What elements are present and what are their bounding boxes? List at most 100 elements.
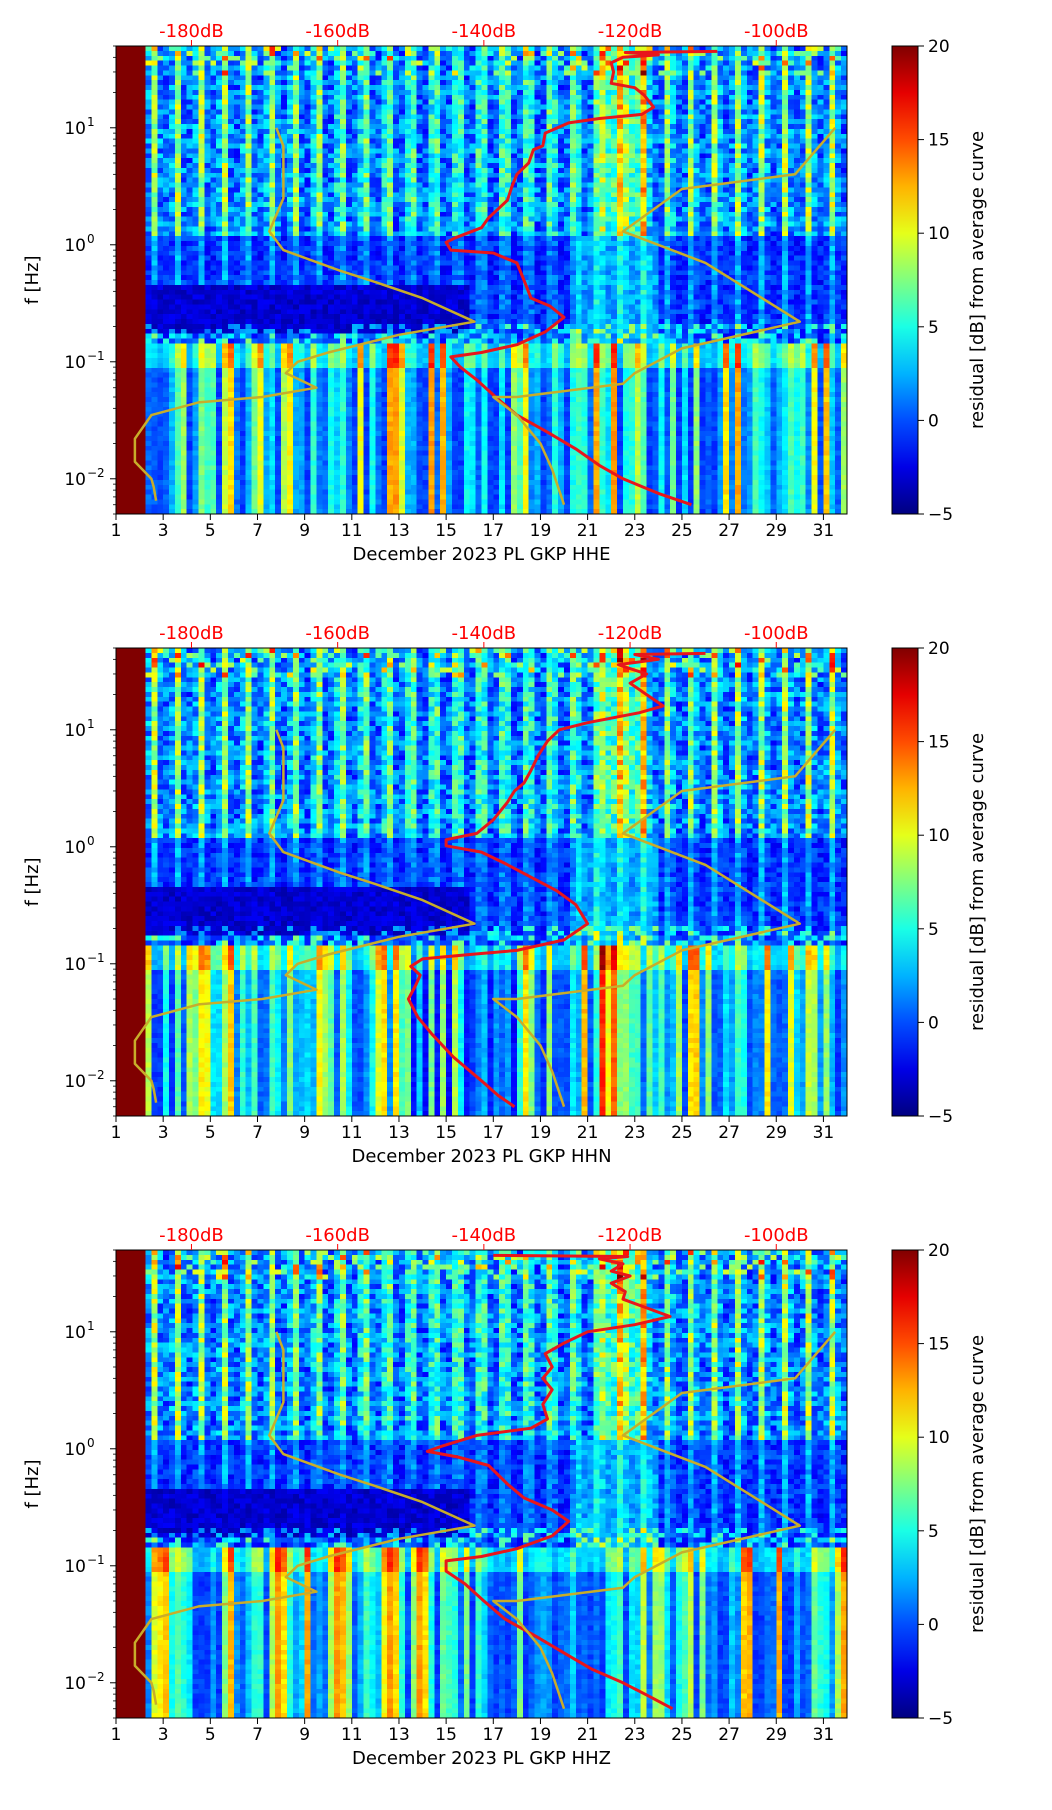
x-tick-label: 31 — [813, 1725, 835, 1745]
x-tick-label: 23 — [624, 1123, 646, 1143]
y-tick-exponent: −2 — [87, 1068, 105, 1082]
x-tick-label: 25 — [671, 1123, 693, 1143]
top-tick-label: -120dB — [598, 1225, 663, 1246]
colorbar-tick-label: 0 — [928, 1615, 939, 1635]
curve-group — [133, 1253, 837, 1711]
colorbar-tick-label: 10 — [928, 224, 950, 244]
x-tick-label: 21 — [577, 1123, 599, 1143]
x-axis-label: December 2023 PL GKP HHE — [353, 544, 611, 565]
top-tick-label: -120dB — [598, 623, 663, 644]
x-tick-label: 25 — [671, 521, 693, 541]
y-tick-label: 10 — [64, 236, 86, 256]
top-tick-label: -160dB — [305, 1225, 370, 1246]
top-tick-label: -160dB — [305, 623, 370, 644]
spectrogram-heatmap — [116, 648, 847, 1116]
x-tick-label: 29 — [765, 1123, 787, 1143]
x-tick-label: 13 — [388, 1725, 410, 1745]
curve-average-psd — [406, 651, 706, 1108]
y-tick-exponent: 0 — [87, 834, 95, 848]
curve-high-noise-model — [492, 126, 837, 506]
y-tick-label: 10 — [64, 1440, 86, 1460]
curve-low-noise-model — [133, 1331, 476, 1705]
colorbar-tick-label: 5 — [928, 920, 939, 940]
x-tick-label: 1 — [111, 1123, 122, 1143]
y-tick-label: 10 — [64, 721, 86, 741]
x-tick-label: 5 — [205, 1123, 216, 1143]
top-tick-label: -140dB — [452, 21, 517, 42]
y-tick-label: 10 — [64, 1557, 86, 1577]
x-tick-label: 1 — [111, 521, 122, 541]
x-tick-label: 11 — [341, 1725, 363, 1745]
x-tick-label: 29 — [765, 1725, 787, 1745]
curve-low-noise-model — [133, 729, 476, 1103]
x-tick-label: 9 — [299, 1123, 310, 1143]
x-tick-label: 15 — [435, 1123, 457, 1143]
x-axis-label: December 2023 PL GKP HHN — [351, 1146, 611, 1167]
colorbar-tick-label: 15 — [928, 733, 950, 753]
y-tick-label: 10 — [64, 838, 86, 858]
y-tick-label: 10 — [64, 119, 86, 139]
y-tick-exponent: −2 — [87, 466, 105, 480]
y-tick-exponent: 1 — [87, 717, 95, 731]
colorbar-label: residual [dB] from average curve — [967, 1335, 988, 1633]
x-tick-label: 17 — [482, 1123, 504, 1143]
top-tick-label: -140dB — [452, 623, 517, 644]
top-tick-label: -140dB — [452, 1225, 517, 1246]
x-tick-label: 11 — [341, 521, 363, 541]
x-tick-label: 15 — [435, 521, 457, 541]
x-tick-label: 11 — [341, 1123, 363, 1143]
top-tick-label: -160dB — [305, 21, 370, 42]
top-tick-label: -100dB — [744, 623, 809, 644]
x-tick-label: 27 — [718, 521, 740, 541]
x-tick-label: 17 — [482, 1725, 504, 1745]
x-tick-label: 29 — [765, 521, 787, 541]
colorbar-tick-label: 10 — [928, 1428, 950, 1448]
colorbar-label: residual [dB] from average curve — [967, 131, 988, 429]
colorbar-tick-label: −5 — [928, 1709, 953, 1729]
colorbar-tick-label: 15 — [928, 1335, 950, 1355]
x-tick-label: 31 — [813, 1123, 835, 1143]
y-tick-exponent: −2 — [87, 1670, 105, 1684]
y-tick-exponent: 0 — [87, 232, 95, 246]
y-tick-label: 10 — [64, 1072, 86, 1092]
colorbar-tick-label: −5 — [928, 1107, 953, 1127]
colorbar-tick-label: 0 — [928, 411, 939, 431]
colorbar — [891, 1249, 919, 1719]
x-tick-label: 7 — [252, 521, 263, 541]
curve-group — [133, 651, 837, 1108]
colorbar-tick-label: 20 — [928, 37, 950, 57]
x-tick-label: 19 — [530, 521, 552, 541]
curve-average-psd — [444, 49, 718, 507]
colorbar-tick-label: 20 — [928, 1241, 950, 1261]
y-tick-exponent: −1 — [87, 951, 105, 965]
top-tick-label: -180dB — [159, 21, 224, 42]
x-tick-label: 19 — [530, 1123, 552, 1143]
x-tick-label: 17 — [482, 521, 504, 541]
colorbar-tick-label: 10 — [928, 826, 950, 846]
x-tick-label: 5 — [205, 521, 216, 541]
curve-high-noise-model — [492, 728, 837, 1108]
x-tick-label: 13 — [388, 521, 410, 541]
x-tick-label: 23 — [624, 1725, 646, 1745]
colorbar-label: residual [dB] from average curve — [967, 733, 988, 1031]
x-tick-label: 9 — [299, 1725, 310, 1745]
x-tick-label: 7 — [252, 1123, 263, 1143]
x-tick-label: 21 — [577, 1725, 599, 1745]
spectrogram-heatmap — [116, 1250, 847, 1718]
colorbar-tick-label: 0 — [928, 1013, 939, 1033]
x-tick-label: 25 — [671, 1725, 693, 1745]
colorbar — [891, 45, 919, 515]
x-tick-label: 9 — [299, 521, 310, 541]
colorbar-tick-label: 20 — [928, 639, 950, 659]
colorbar-tick-label: 15 — [928, 131, 950, 151]
x-tick-label: 15 — [435, 1725, 457, 1745]
x-axis-label: December 2023 PL GKP HHZ — [352, 1748, 611, 1769]
x-tick-label: 1 — [111, 1725, 122, 1745]
x-tick-label: 23 — [624, 521, 646, 541]
y-tick-exponent: −1 — [87, 349, 105, 363]
colorbar-tick-label: 5 — [928, 1522, 939, 1542]
x-tick-label: 5 — [205, 1725, 216, 1745]
